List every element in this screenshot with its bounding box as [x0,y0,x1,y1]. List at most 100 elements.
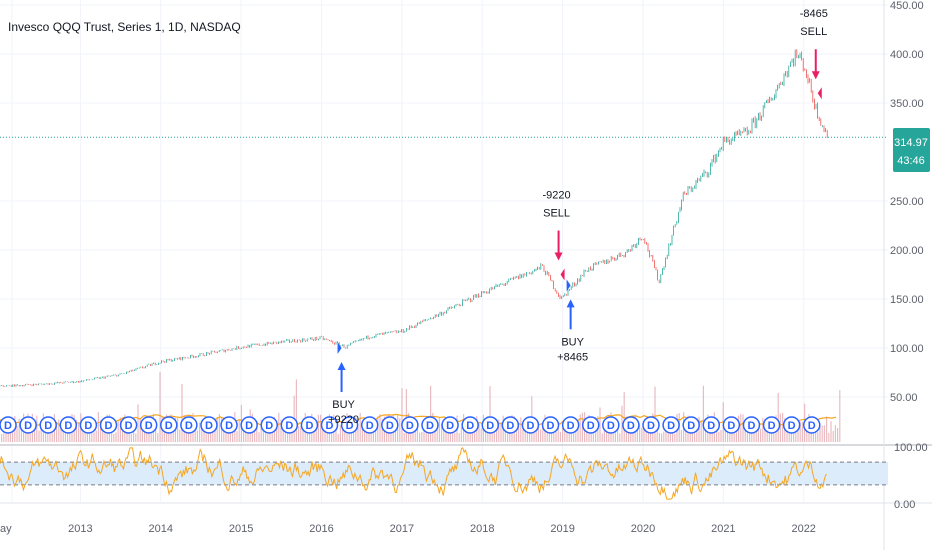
volume-bar [159,372,161,442]
dividend-marker[interactable]: D [79,416,98,434]
dividend-marker[interactable]: D [481,416,500,434]
dividend-marker[interactable]: D [180,416,198,434]
dividend-marker[interactable]: D [602,416,620,434]
volume-bar [832,431,834,442]
time-axis-tick: 2018 [470,523,494,535]
volume-bar [117,420,119,442]
dividend-marker-glyph: D [687,420,695,432]
dividend-marker-glyph: D [727,420,735,432]
dividend-marker[interactable]: D [99,416,118,434]
volume-bar [529,428,531,442]
volume-bar [100,420,102,442]
dividend-marker-circle [200,416,218,434]
volume-bar [130,433,132,442]
dividend-marker[interactable]: D [702,416,721,434]
dividend-marker[interactable]: D [280,416,299,434]
dividend-marker[interactable]: D [119,416,138,434]
dividend-marker-glyph: D [165,420,173,432]
volume-bar [150,433,152,442]
volume-bar [370,429,372,442]
dividend-marker[interactable]: D [642,416,660,434]
volume-bar [496,430,498,442]
volume-bar [115,432,117,442]
volume-bar [282,426,284,442]
rsi-layer [0,447,888,500]
volume-bar [696,427,698,442]
dividend-marker[interactable]: D [360,416,379,434]
volume-bar [788,429,790,442]
volume-bar [368,433,370,442]
dividend-marker[interactable]: D [240,416,258,434]
volume-bar [139,419,141,442]
volume-bar [163,428,165,442]
volume-bar [78,422,80,442]
dividend-marker-circle [561,416,580,434]
dividend-marker-circle [360,416,379,434]
dividend-marker[interactable]: D [59,416,78,434]
dividend-marker[interactable]: D [742,416,761,434]
volume-bar [617,421,619,442]
dividend-marker[interactable]: D [441,416,459,434]
dividend-marker[interactable]: D [622,416,640,434]
dividend-marker[interactable]: D [200,416,218,434]
dividend-marker[interactable]: D [561,416,580,434]
volume-bar [205,433,207,442]
volume-bar [757,426,759,442]
volume-bar [735,424,737,442]
volume-bar [113,433,115,442]
dividend-marker[interactable]: D [682,416,700,434]
dividend-marker-glyph: D [526,420,534,432]
volume-bar [449,426,451,442]
volume-bar [740,413,742,442]
dividend-marker-circle [682,416,700,434]
dividend-marker[interactable]: D [461,416,479,434]
trade-signal-buy: BUY +9220 [328,342,359,426]
dividend-marker[interactable]: D [802,416,821,434]
dividend-marker[interactable]: D [39,416,57,434]
dividend-marker-glyph: D [647,420,655,432]
sell-flag-icon [817,87,822,100]
dividend-marker[interactable]: D [662,416,680,434]
dividend-marker-glyph: D [426,420,434,432]
dividend-marker[interactable]: D [381,416,399,434]
volume-bar [447,432,449,442]
volume-bar [766,430,768,442]
volume-bar [812,426,814,442]
dividend-marker-circle [421,416,439,434]
dividend-marker[interactable]: D [320,416,339,434]
dividend-marker[interactable]: D [19,416,37,434]
volume-bar [324,425,326,442]
dividend-marker[interactable]: D [541,416,560,434]
dividend-marker[interactable]: D [521,416,540,434]
dividend-marker[interactable]: D [300,416,319,434]
dividend-marker[interactable]: D [762,416,781,434]
volume-bar [236,431,238,442]
dividend-marker[interactable]: D [220,416,238,434]
dividend-marker[interactable]: D [139,416,158,434]
volume-bar [320,414,322,442]
volume-bar [799,421,801,442]
volume-bar [212,428,214,442]
dividend-marker[interactable]: D [340,416,359,434]
volume-bar [674,433,676,442]
dividend-marker[interactable]: D [401,416,419,434]
dividend-marker[interactable]: D [160,416,178,434]
volume-bar [410,429,412,442]
dividend-marker[interactable]: D [421,416,439,434]
dividend-marker[interactable]: D [581,416,600,434]
volume-bar [168,428,170,442]
dividend-marker[interactable]: D [0,416,17,434]
dividend-marker[interactable]: D [722,416,741,434]
volume-bar [537,421,539,442]
volume-bar [546,425,548,442]
volume-bar [507,433,509,442]
dividend-marker-glyph: D [627,420,635,432]
dividend-marker-circle [19,416,37,434]
volume-bar [603,422,605,442]
dividend-marker[interactable]: D [260,416,278,434]
dividend-marker[interactable]: D [501,416,520,434]
dividend-marker-glyph: D [326,420,334,432]
dividend-marker[interactable]: D [782,416,801,434]
